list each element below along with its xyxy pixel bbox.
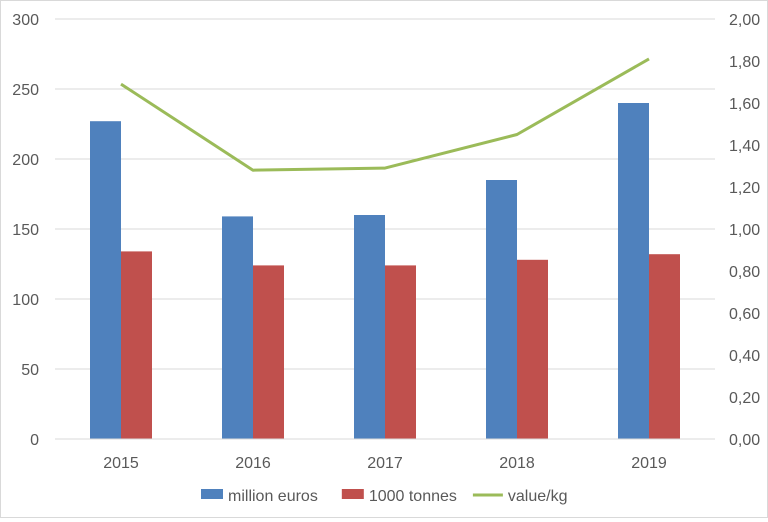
y-tick-label: 300 xyxy=(12,12,39,29)
y2-tick-label: 1,80 xyxy=(729,54,760,71)
bar-million-euros-2016 xyxy=(222,216,253,439)
y2-tick-label: 0,80 xyxy=(729,264,760,281)
y2-tick-label: 1,00 xyxy=(729,222,760,239)
bar-million-euros-2019 xyxy=(618,103,649,439)
bar-1000-tonnes-2015 xyxy=(121,251,152,439)
legend-swatch xyxy=(201,489,223,499)
y-tick-label: 0 xyxy=(30,432,39,449)
bar-1000-tonnes-2017 xyxy=(385,265,416,439)
y2-tick-label: 1,40 xyxy=(729,138,760,155)
y-tick-label: 200 xyxy=(12,152,39,169)
x-tick-label: 2015 xyxy=(103,455,139,472)
legend-label: value/kg xyxy=(508,488,568,505)
y2-tick-label: 2,00 xyxy=(729,12,760,29)
y-tick-label: 100 xyxy=(12,292,39,309)
legend-label: 1000 tonnes xyxy=(369,488,457,505)
y2-tick-label: 0,00 xyxy=(729,432,760,449)
y2-tick-label: 0,40 xyxy=(729,348,760,365)
y-tick-label: 50 xyxy=(21,362,39,379)
legend-swatch xyxy=(341,489,364,499)
bar-million-euros-2018 xyxy=(486,180,517,439)
y-tick-label: 150 xyxy=(12,222,39,239)
bars xyxy=(90,103,680,439)
x-tick-label: 2019 xyxy=(631,455,667,472)
y-tick-label: 250 xyxy=(12,82,39,99)
y2-tick-label: 1,20 xyxy=(729,180,760,197)
legend-label: million euros xyxy=(228,488,318,505)
legend: million euros 1000 tonnes value/kg xyxy=(201,488,567,505)
x-tick-label: 2018 xyxy=(499,455,535,472)
bar-1000-tonnes-2018 xyxy=(517,259,548,439)
bar-million-euros-2017 xyxy=(354,215,385,439)
y2-tick-label: 0,20 xyxy=(729,390,760,407)
x-tick-label: 2017 xyxy=(367,455,403,472)
bar-1000-tonnes-2019 xyxy=(649,254,680,439)
y2-tick-label: 1,60 xyxy=(729,96,760,113)
x-tick-label: 2016 xyxy=(235,455,271,472)
bar-1000-tonnes-2016 xyxy=(253,265,284,439)
line-value-kg xyxy=(120,57,650,172)
line-series xyxy=(120,57,650,172)
bar-million-euros-2015 xyxy=(90,121,121,439)
axes: 0 50 100 150 200 250 300 0,00 0,20 0,40 0,60 0,80 1,… xyxy=(12,12,760,472)
y2-tick-label: 0,60 xyxy=(729,306,760,323)
